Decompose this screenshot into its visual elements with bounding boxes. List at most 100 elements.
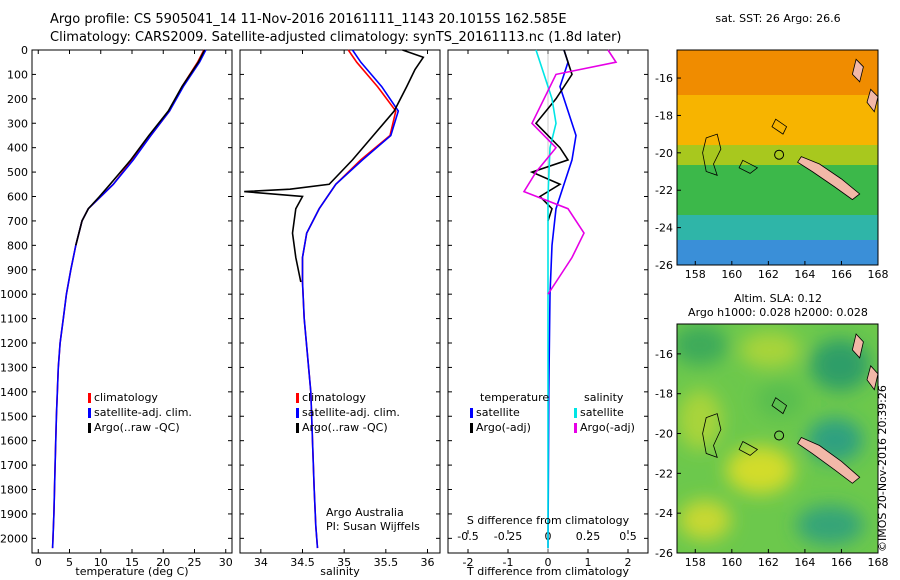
x-tick-label: 35 xyxy=(337,556,351,569)
difference-panel: -2 -1 0 1 2 -0.5 -0.25 0 0.25 0.5 temperature sat… xyxy=(447,49,649,578)
x-tick-label: 34.5 xyxy=(290,556,315,569)
argo-location-marker-sla xyxy=(774,430,785,441)
map-y-tick-label: -20 xyxy=(655,428,673,441)
legend-label: satellite-adj. clim. xyxy=(302,406,400,419)
y-tick-label: 1500 xyxy=(0,410,28,423)
y-tick-label: 500 xyxy=(7,166,28,179)
island-new-caledonia xyxy=(797,436,861,484)
legend-swatch xyxy=(88,423,91,433)
temperature-x-label: temperature (deg C) xyxy=(75,565,188,578)
legend-swatch xyxy=(88,408,91,418)
legend-label: climatology xyxy=(302,391,366,404)
s-tick-label: 0.25 xyxy=(576,530,601,543)
sst-map-title: sat. SST: 26 Argo: 26.6 xyxy=(715,12,840,25)
sla-map-title-line-2: Argo h1000: 0.028 h2000: 0.028 xyxy=(688,306,868,319)
legend-label: climatology xyxy=(94,391,158,404)
map-x-tick-label: 168 xyxy=(868,268,889,281)
map-y-tick-label: -26 xyxy=(655,547,673,560)
map-y-tick-label: -20 xyxy=(655,147,673,160)
x-tick-label: 2 xyxy=(625,556,632,569)
map-y-tick-label: -24 xyxy=(655,222,673,235)
y-tick-label: 1700 xyxy=(0,459,28,472)
y-tick-label: 900 xyxy=(7,264,28,277)
legend-label: Argo(-adj) xyxy=(580,421,635,434)
map-y-tick-label: -22 xyxy=(655,467,673,480)
x-tick-label: -1 xyxy=(503,556,514,569)
map-x-tick-label: 160 xyxy=(721,556,742,569)
reef-outline xyxy=(738,440,759,456)
temperature-lines xyxy=(51,49,207,549)
sst-map-frame xyxy=(676,49,879,266)
y-tick-label: 1300 xyxy=(0,361,28,374)
difference-lines xyxy=(522,49,618,553)
x-tick-label: 34 xyxy=(254,556,268,569)
sla-map-frame xyxy=(676,323,879,554)
island-vanuatu-north xyxy=(851,58,864,83)
salinity-x-label: salinity xyxy=(320,565,360,578)
series-line-temperature-satellite xyxy=(547,49,577,549)
y-tick-label: 2000 xyxy=(0,532,28,545)
map-x-tick-label: 162 xyxy=(758,556,779,569)
s-difference-label: S difference from climatology xyxy=(467,514,630,527)
difference-legend: temperature satellite Argo(-adj) salinity sa… xyxy=(470,391,635,434)
s-tick-label: -0.25 xyxy=(494,530,522,543)
series-line-salinity-argoadj xyxy=(522,49,618,295)
sla-map-title-line-1: Altim. SLA: 0.12 xyxy=(734,292,822,305)
legend-swatch xyxy=(470,408,473,418)
salinity-axes-frame xyxy=(239,49,441,554)
legend-label: satellite xyxy=(580,406,624,419)
y-tick-label: 400 xyxy=(7,142,28,155)
t-difference-x-label: T difference from climatology xyxy=(466,565,629,578)
map-y-tick-label: -22 xyxy=(655,184,673,197)
x-tick-label: 0 xyxy=(35,556,42,569)
salinity-lines xyxy=(244,49,425,549)
x-tick-label: 1 xyxy=(585,556,592,569)
legend-label: Argo(-adj) xyxy=(476,421,531,434)
x-tick-label: 0 xyxy=(545,556,552,569)
annotation-argo-australia: Argo Australia xyxy=(326,506,404,519)
legend-label: temperature xyxy=(480,391,549,404)
map-y-tick-label: -16 xyxy=(655,72,673,85)
annotation-pi: PI: Susan Wijffels xyxy=(326,520,420,533)
y-tick-label: 300 xyxy=(7,117,28,130)
salinity-x-axis: 34 34.5 35 35.5 36 xyxy=(254,50,435,569)
y-tick-label: 0 xyxy=(21,44,28,57)
sla-map-axes: 158 160 162 164 166 168 -16 -18 -20 -22 -24 -26 xyxy=(655,348,888,569)
map-x-tick-label: 166 xyxy=(831,556,852,569)
y-tick-label: 1600 xyxy=(0,435,28,448)
map-y-tick-label: -18 xyxy=(655,388,673,401)
x-tick-label: 36 xyxy=(421,556,435,569)
legend-swatch xyxy=(296,423,299,433)
s-tick-label: -0.5 xyxy=(457,530,478,543)
legend-swatch xyxy=(296,408,299,418)
legend-swatch xyxy=(470,423,473,433)
legend-label: satellite-adj. clim. xyxy=(94,406,192,419)
x-tick-label: 20 xyxy=(156,556,170,569)
s-tick-label: 0.5 xyxy=(619,530,637,543)
x-tick-label: -2 xyxy=(463,556,474,569)
island-vanuatu-south xyxy=(866,88,878,113)
sst-map-axes: 158 160 162 164 166 168 -16 -18 -20 -22 -24 -26 xyxy=(655,72,888,281)
difference-x-axis: -2 -1 0 1 2 xyxy=(463,50,632,569)
series-line-argorawqc xyxy=(244,49,425,283)
sla-map: Altim. SLA: 0.12 Argo h1000: 0.028 h2000… xyxy=(655,292,888,569)
x-tick-label: 10 xyxy=(94,556,108,569)
legend-label: Argo(..raw -QC) xyxy=(302,421,388,434)
legend-label: satellite xyxy=(476,406,520,419)
legend-swatch xyxy=(88,393,91,403)
y-tick-label: 600 xyxy=(7,191,28,204)
salinity-panel: 34 34.5 35 35.5 36 climatology satellite-adj.… xyxy=(239,49,441,578)
map-y-tick-label: -16 xyxy=(655,348,673,361)
chart-title-line-1: Argo profile: CS 5905041_14 11-Nov-2016 … xyxy=(50,12,567,27)
map-x-tick-label: 168 xyxy=(868,556,889,569)
reef-outline xyxy=(702,133,722,176)
map-x-tick-label: 166 xyxy=(831,268,852,281)
map-x-tick-label: 160 xyxy=(721,268,742,281)
y-tick-label: 200 xyxy=(7,93,28,106)
depth-axis: 0 100 200 300 400 500 600 700 800 900 1000 1100 1200… xyxy=(0,44,28,545)
map-x-tick-label: 164 xyxy=(794,268,815,281)
x-tick-label: 15 xyxy=(125,556,139,569)
map-y-tick-label: -24 xyxy=(655,507,673,520)
legend-swatch xyxy=(574,423,577,433)
